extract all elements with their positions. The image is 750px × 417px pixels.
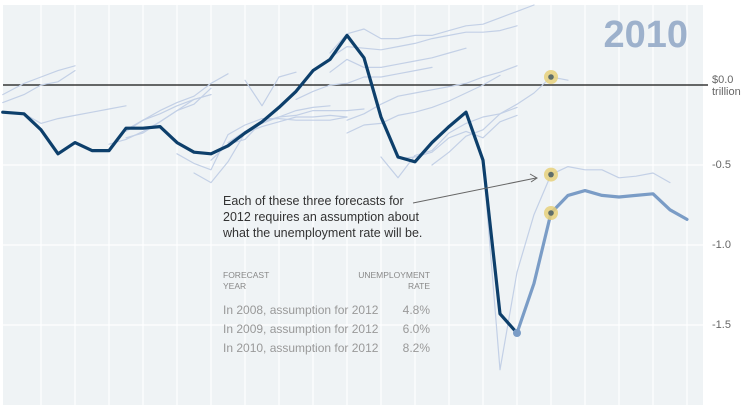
header-forecast-year-line1: FORECAST (223, 270, 270, 280)
series-line-past-forecast-g (380, 106, 518, 179)
series-line-past-forecast-s (2, 65, 76, 96)
y-tick-zero-value: $0.0 (712, 74, 734, 86)
y-tick-neg-1-0: -1.0 (712, 239, 731, 251)
y-tick-zero: $0.0 trillion (712, 74, 741, 98)
series-line-past-forecast-c (329, 47, 467, 73)
past-forecast-lines (2, 4, 671, 371)
annotation-text: Each of these three forecasts for 2012 r… (223, 194, 423, 240)
y-tick-neg-1-5: -1.5 (712, 319, 731, 331)
series-line-actual (1, 33, 519, 335)
year-label: 2010 (603, 14, 688, 56)
header-unemployment-rate: UNEMPLOYMENT RATE (358, 270, 430, 292)
assumption-table: FORECAST YEAR UNEMPLOYMENT RATE In 2008,… (223, 270, 430, 358)
forecast-start-point (513, 329, 521, 337)
series-line-past-forecast-m (244, 71, 297, 107)
table-header: FORECAST YEAR UNEMPLOYMENT RATE (223, 270, 430, 292)
highlight-point-2010-forecast-for-2012 (544, 206, 558, 220)
series-line-past-forecast-b (329, 25, 518, 59)
series-line-past-forecast-d (295, 66, 433, 101)
highlight-point-2008-forecast-for-2012 (544, 70, 558, 84)
y-tick-zero-unit: trillion (712, 86, 741, 98)
series-line-past-forecast-i (176, 116, 348, 171)
header-unemployment-rate-line1: UNEMPLOYMENT (358, 270, 430, 280)
table-row: In 2009, assumption for 2012 6.0% (223, 320, 430, 339)
plot-background (3, 5, 703, 405)
header-forecast-year-line2: YEAR (223, 281, 247, 291)
series-line-past-forecast-q (125, 87, 212, 139)
table-row: In 2008, assumption for 2012 4.8% (223, 301, 430, 320)
table-row: In 2010, assumption for 2012 8.2% (223, 339, 430, 358)
header-unemployment-rate-line2: RATE (407, 281, 430, 291)
series-line-past-forecast-t (2, 69, 76, 104)
series-line-past-forecast-r (23, 105, 127, 125)
series-line-past-forecast-f (346, 74, 501, 134)
highlight-point-2009-forecast-for-2012 (544, 167, 558, 182)
table-rows: In 2008, assumption for 2012 4.8% In 200… (223, 301, 430, 358)
row-value: 4.8% (402, 303, 430, 317)
row-label: In 2008, assumption for 2012 (223, 303, 379, 317)
highlight-dot (548, 210, 554, 216)
series-line-past-forecast-k (210, 108, 365, 161)
series-line-past-forecast-a (329, 4, 535, 54)
highlight-dot (548, 74, 554, 80)
row-value: 8.2% (402, 341, 430, 355)
annotation-arrow (412, 177, 537, 204)
series-line-past-forecast-e (346, 65, 518, 121)
row-value: 6.0% (402, 322, 430, 336)
main-lines (1, 33, 689, 335)
series-line-2010-forecast (515, 189, 689, 335)
row-label: In 2009, assumption for 2012 (223, 322, 379, 336)
annotation-arrowhead (529, 173, 538, 183)
highlight-markers (513, 70, 558, 337)
series-line-2009-forecast (482, 159, 671, 371)
y-tick-neg-0-5: -0.5 (712, 159, 731, 171)
header-forecast-year: FORECAST YEAR (223, 270, 269, 292)
highlight-dot (548, 171, 554, 178)
row-label: In 2010, assumption for 2012 (223, 341, 379, 355)
series-line-past-forecast-j (193, 114, 348, 184)
